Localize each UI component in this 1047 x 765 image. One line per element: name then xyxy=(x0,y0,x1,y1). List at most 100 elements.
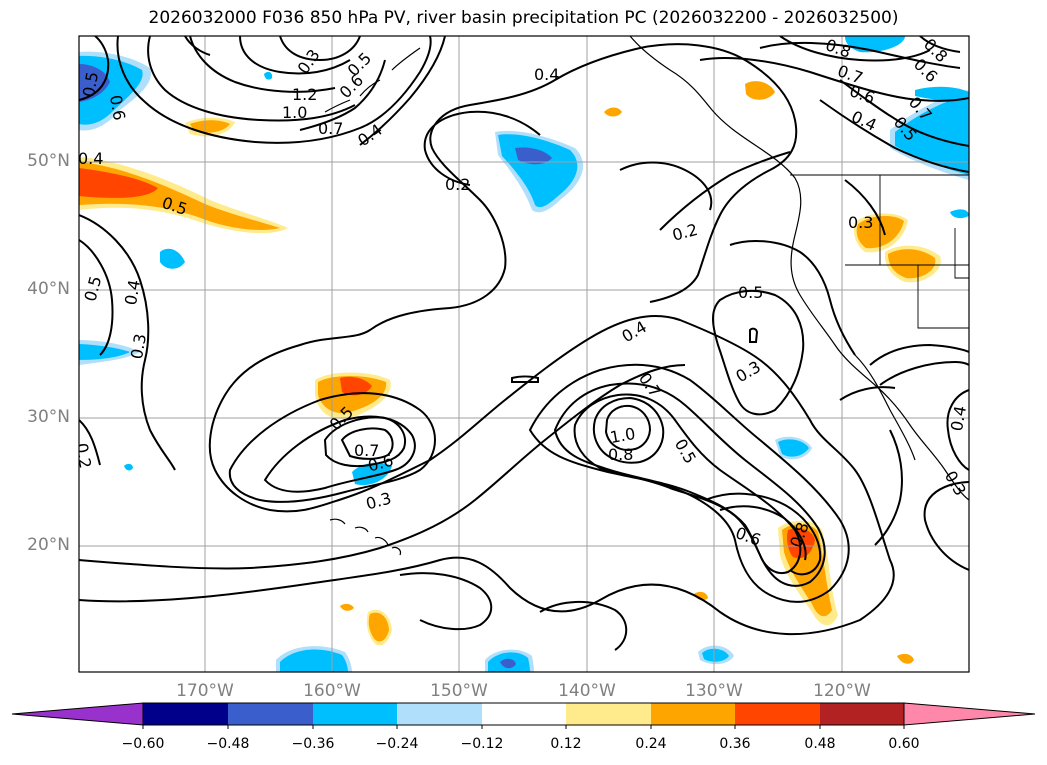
contour-label: 0.7 xyxy=(354,441,379,460)
negative-patch xyxy=(702,648,729,662)
colorbar-tick-label: −0.12 xyxy=(460,736,504,752)
contour-line xyxy=(869,343,969,366)
borders xyxy=(790,174,969,329)
contour-line xyxy=(874,429,903,546)
lon-label-140w: 140°W xyxy=(558,681,616,701)
contour-line xyxy=(399,572,493,631)
contour-line xyxy=(340,427,394,460)
contour-line xyxy=(323,416,406,468)
contour-label: 0.5 xyxy=(738,283,763,302)
contour-line xyxy=(919,36,961,53)
shaded-precip-patches xyxy=(79,36,969,672)
contour-label: 0.4 xyxy=(78,149,103,168)
colorbar-cell-0 xyxy=(11,702,144,726)
colorbar-cell-4 xyxy=(397,703,482,725)
contour-label: 0.7 xyxy=(318,119,343,138)
contour-label: 0.8 xyxy=(608,445,633,464)
lat-label-20n: 20°N xyxy=(27,535,70,555)
contour-line xyxy=(263,415,416,493)
positive-patch xyxy=(340,603,354,611)
contour-line xyxy=(839,79,969,147)
contour-line xyxy=(79,43,895,636)
colorbar-tick-label: −0.24 xyxy=(375,736,419,752)
contour-line xyxy=(423,110,541,186)
contour-line xyxy=(659,151,791,231)
contour-line xyxy=(946,389,969,471)
contour-label: 0.4 xyxy=(534,65,559,84)
colorbar-tick-label: −0.60 xyxy=(121,736,165,752)
colorbar-cell-5 xyxy=(482,703,566,725)
contour-line xyxy=(923,481,969,571)
negative-patch xyxy=(124,463,133,471)
contour-line xyxy=(189,36,336,93)
colorbar-tick-label: −0.36 xyxy=(291,736,335,752)
map-title: 2026032000 F036 850 hPa PV, river basin … xyxy=(148,8,899,28)
contour-line xyxy=(553,382,826,587)
contour-line xyxy=(592,396,665,464)
contour-label: 0.5 xyxy=(79,70,102,98)
alaska-islands xyxy=(324,47,421,113)
contour-label: 0.4 xyxy=(121,278,144,306)
contour-line xyxy=(79,239,114,356)
negative-patch xyxy=(160,248,185,269)
colorbar-cell-3 xyxy=(313,703,397,725)
lon-label-160w: 160°W xyxy=(303,681,361,701)
state-border xyxy=(917,265,969,329)
contour-line xyxy=(819,99,969,173)
positive-patch xyxy=(368,612,389,642)
contour-label: 1.0 xyxy=(282,103,307,122)
positive-patch xyxy=(190,120,230,133)
colorbar-cell-6 xyxy=(566,703,651,725)
positive-patch xyxy=(340,376,372,396)
colorbar-cell-9 xyxy=(820,703,904,725)
negative-patch xyxy=(515,147,552,165)
contour-label: 0.4 xyxy=(947,404,970,432)
hawaii xyxy=(329,518,402,556)
contour-line xyxy=(719,505,807,561)
contour-line xyxy=(299,59,386,131)
contour-line xyxy=(511,375,539,383)
contour-label: 0.2 xyxy=(72,442,95,470)
negative-patch xyxy=(950,209,969,219)
contour-label: 0.3 xyxy=(127,332,150,360)
contour-label: 0.6 xyxy=(106,94,129,122)
lat-label-30n: 30°N xyxy=(27,407,70,427)
colorbar-cell-1 xyxy=(143,703,228,725)
contour-line xyxy=(619,161,713,211)
contour-line xyxy=(573,393,802,574)
colorbar-cell-2 xyxy=(228,703,313,725)
positive-patch xyxy=(79,168,158,198)
negative-patch xyxy=(500,658,516,669)
contour-line xyxy=(729,240,856,356)
lon-label-150w: 150°W xyxy=(430,681,488,701)
contour-line xyxy=(359,36,446,146)
negative-patch xyxy=(280,649,348,672)
positive-patch xyxy=(745,81,775,100)
contour-line xyxy=(749,327,759,343)
lon-label-130w: 130°W xyxy=(685,681,743,701)
positive-patch xyxy=(888,249,936,279)
colorbar-tick-label: 0.60 xyxy=(888,736,920,752)
negative-patch xyxy=(264,71,273,80)
contour-line xyxy=(779,36,931,62)
colorbar-tick-label: 0.12 xyxy=(550,736,582,752)
colorbar-tick-label: −0.48 xyxy=(206,736,250,752)
contour-line xyxy=(116,36,432,144)
contour-line xyxy=(844,179,886,236)
contour-line xyxy=(184,36,211,56)
contour-line xyxy=(839,386,896,401)
contour-line xyxy=(879,360,969,386)
contour-label: 1.2 xyxy=(292,85,317,104)
contour-line xyxy=(79,214,176,471)
colorbar-tick-label: 0.36 xyxy=(719,736,751,752)
contour-line xyxy=(147,36,356,122)
colorbar-cell-8 xyxy=(735,703,820,725)
contour-label: 0.2 xyxy=(445,175,470,194)
state-border xyxy=(954,228,969,279)
contour-line xyxy=(239,36,351,75)
contour-line xyxy=(712,289,805,416)
map-frame xyxy=(78,35,970,673)
colorbar-cell-10 xyxy=(903,702,1036,726)
colorbar-cell-7 xyxy=(651,703,735,725)
contour-line xyxy=(79,419,101,466)
